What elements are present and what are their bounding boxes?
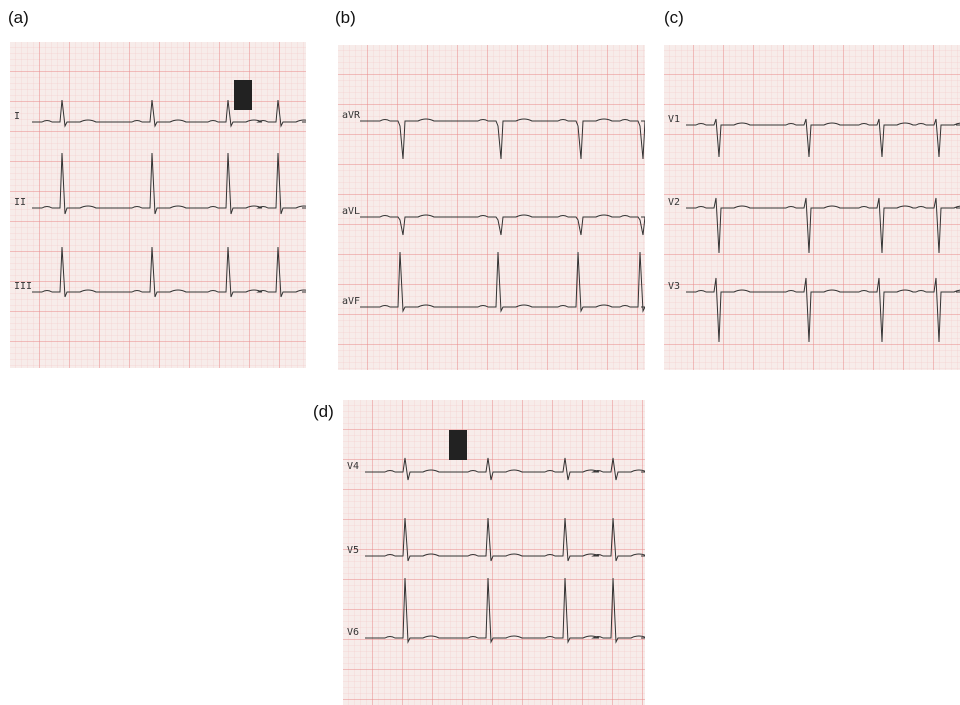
lead-label: V3	[668, 281, 680, 292]
ecg-strip: V4 V5 V6	[343, 400, 645, 705]
ecg-trace	[32, 246, 306, 298]
ecg-trace	[686, 197, 960, 254]
lead-label: I	[14, 111, 20, 122]
panel-label: (b)	[335, 8, 356, 27]
ecg-trace	[365, 457, 645, 481]
lead-label: aVL	[342, 206, 360, 217]
panel-label: (a)	[8, 8, 29, 27]
lead-label: III	[14, 281, 32, 292]
ecg-trace	[686, 118, 960, 158]
lead-label: V2	[668, 197, 680, 208]
lead-label: V4	[347, 461, 359, 472]
lead-label: aVR	[342, 110, 361, 121]
ecg-trace	[360, 214, 645, 236]
lead-label: II	[14, 197, 26, 208]
ecg-trace	[32, 99, 306, 128]
ecg-strip: V1 V2 V3	[664, 45, 960, 370]
lead-label: aVF	[342, 296, 360, 307]
ecg-strip: aVR aVL aVF	[338, 45, 645, 370]
panel-label: (c)	[664, 8, 684, 27]
ecg-trace	[365, 577, 645, 644]
ecg-trace	[686, 277, 960, 343]
lead-label: V1	[668, 114, 680, 125]
ecg-trace	[32, 152, 306, 215]
panel-label: (d)	[313, 402, 334, 421]
ecg-trace	[360, 251, 645, 313]
lead-label: V5	[347, 545, 359, 556]
ecg-trace	[365, 517, 645, 562]
ecg-trace	[360, 118, 645, 160]
lead-label: V6	[347, 627, 359, 638]
